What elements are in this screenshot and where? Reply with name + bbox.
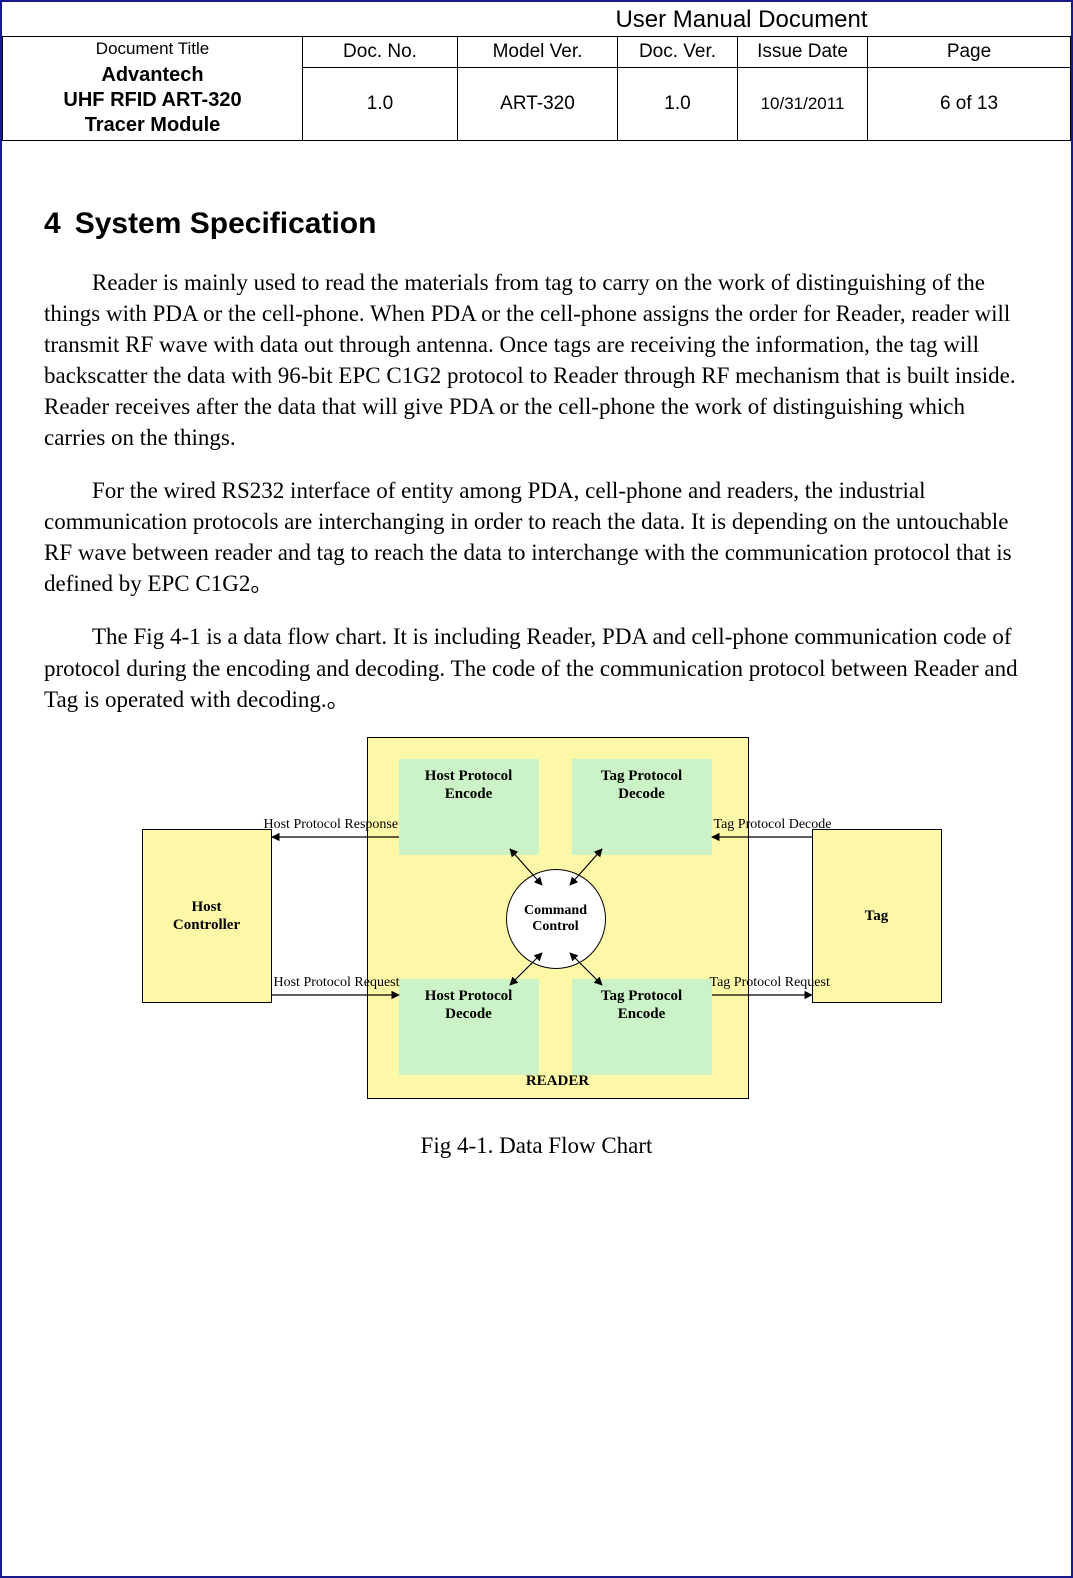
host-protocol-decode-node: Host Protocol Decode: [399, 979, 539, 1075]
paragraph-1: Reader is mainly used to read the materi…: [44, 267, 1029, 453]
figure-wrap: READER Host Controller Tag Host Protocol…: [44, 737, 1029, 1117]
doc-no-label: Doc. No.: [303, 37, 458, 68]
doc-no-value: 1.0: [303, 68, 458, 141]
edge-tag-protocol-decode: Tag Protocol Decode: [714, 817, 832, 833]
edge-host-protocol-request: Host Protocol Request: [274, 975, 400, 991]
edge-tag-protocol-request: Tag Protocol Request: [710, 975, 830, 991]
model-ver-value: ART-320: [458, 68, 618, 141]
paragraph-3: The Fig 4-1 is a data flow chart. It is …: [44, 621, 1029, 714]
issue-date-value: 10/31/2011: [738, 68, 868, 141]
section-number: 4: [44, 207, 61, 240]
command-control-node: Command Control: [506, 869, 606, 969]
doc-ver-value: 1.0: [618, 68, 738, 141]
page-value: 6 of 13: [868, 68, 1071, 141]
paragraph-2: For the wired RS232 interface of entity …: [44, 475, 1029, 599]
content-area: 4 System Specification Reader is mainly u…: [2, 141, 1071, 1159]
section-heading: 4 System Specification: [44, 207, 1029, 241]
page-frame: User Manual Document Document Title Doc.…: [0, 0, 1073, 1578]
host-controller-node: Host Controller: [142, 829, 272, 1003]
page-label: Page: [868, 37, 1071, 68]
host-protocol-encode-node: Host Protocol Encode: [399, 759, 539, 855]
section-title-text: System Specification: [75, 207, 377, 240]
model-ver-label: Model Ver.: [458, 37, 618, 68]
doc-title-value: Advantech UHF RFID ART-320 Tracer Module: [3, 61, 303, 141]
reader-label: READER: [368, 1073, 748, 1090]
issue-date-label: Issue Date: [738, 37, 868, 68]
data-flow-diagram: READER Host Controller Tag Host Protocol…: [102, 737, 972, 1117]
edge-host-protocol-response: Host Protocol Response: [264, 817, 399, 833]
tag-protocol-decode-node: Tag Protocol Decode: [572, 759, 712, 855]
header-table: Document Title Doc. No. Model Ver. Doc. …: [2, 36, 1071, 141]
tag-protocol-encode-node: Tag Protocol Encode: [572, 979, 712, 1075]
tag-node: Tag: [812, 829, 942, 1003]
figure-caption: Fig 4-1. Data Flow Chart: [44, 1133, 1029, 1159]
doc-category: User Manual Document: [412, 2, 1071, 36]
doc-ver-label: Doc. Ver.: [618, 37, 738, 68]
doc-title-label: Document Title: [3, 37, 303, 62]
